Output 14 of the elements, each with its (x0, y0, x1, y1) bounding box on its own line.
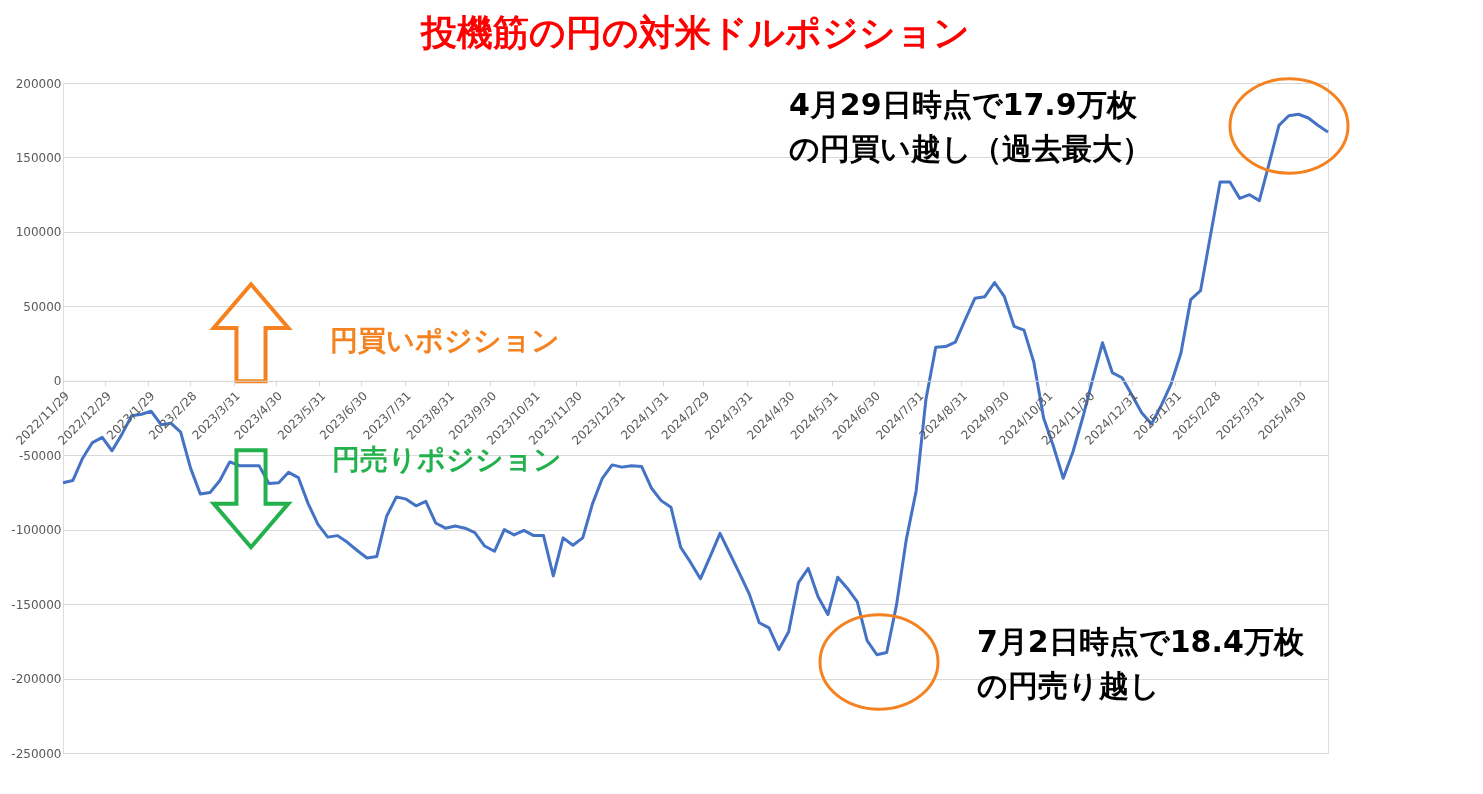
y-tick-label: 0 (53, 374, 62, 389)
y-tick-label: 200000 (15, 76, 62, 91)
chart-title: 投機筋の円の対米ドルポジション (419, 11, 970, 53)
annotation: 円買いポジション (330, 324, 560, 357)
annotation: 7月2日時点で18.4万枚の円売り越し (977, 624, 1305, 703)
y-tick-label: -50000 (18, 448, 62, 463)
y-tick-label: -200000 (11, 672, 62, 687)
y-tick-label: -100000 (11, 523, 62, 538)
y-tick-label: -150000 (11, 597, 62, 612)
y-tick-label: -250000 (11, 746, 62, 761)
y-tick-label: 150000 (15, 150, 62, 165)
y-tick-label: 100000 (15, 225, 62, 240)
y-tick-label: 50000 (23, 299, 62, 314)
annotation: 4月29日時点で17.9万枚の円買い越し（過去最大） (789, 87, 1152, 166)
